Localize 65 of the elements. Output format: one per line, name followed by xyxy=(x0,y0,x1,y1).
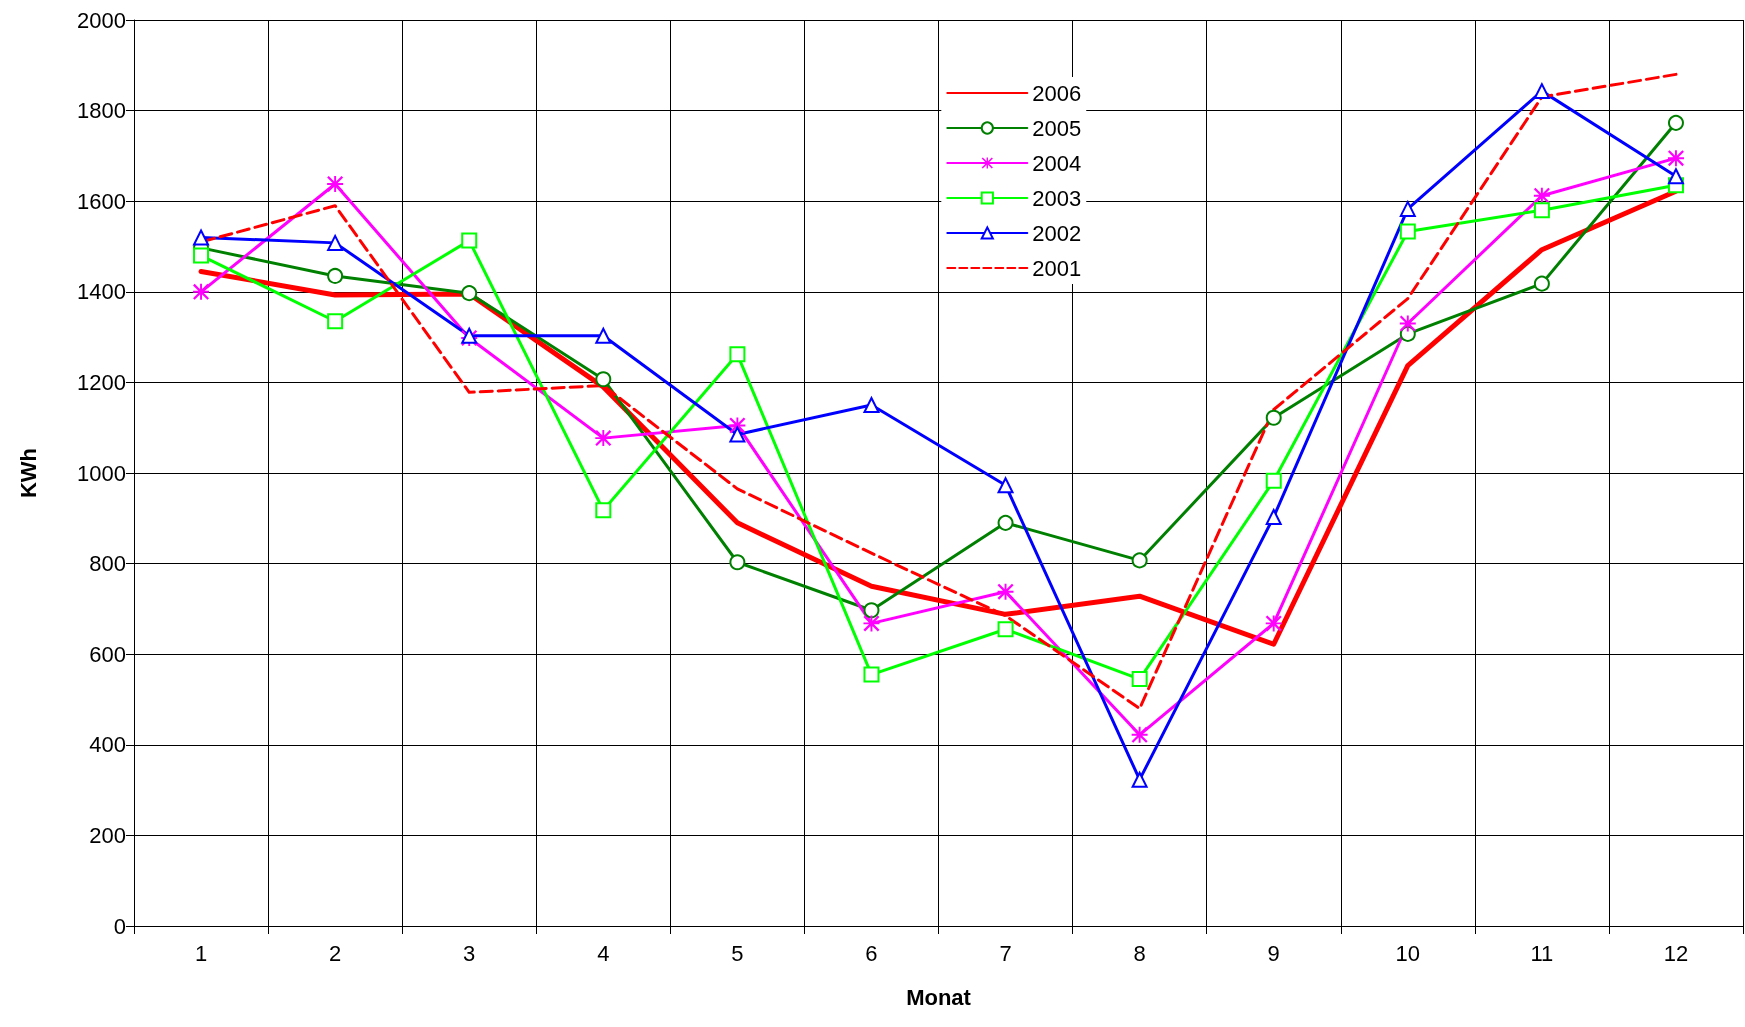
y-tick-label: 1400 xyxy=(77,279,126,305)
y-tick-label: 1800 xyxy=(77,98,126,124)
y-axis-title: KWh xyxy=(15,447,41,499)
point xyxy=(327,234,344,251)
x-tick-label: 9 xyxy=(1267,940,1280,966)
point xyxy=(863,666,880,683)
point xyxy=(997,514,1014,531)
x-tick-label: 3 xyxy=(463,940,476,966)
legend-label: 2003 xyxy=(1032,185,1082,211)
x-tick-label: 6 xyxy=(865,940,878,966)
y-tick-label: 200 xyxy=(89,822,126,848)
point xyxy=(327,313,344,330)
y-tick-label: 400 xyxy=(89,732,126,758)
point xyxy=(1399,223,1416,240)
y-tick-label: 0 xyxy=(113,913,126,939)
x-axis-title: Monat xyxy=(906,984,972,1010)
point xyxy=(1667,114,1684,131)
y-tick-label: 2000 xyxy=(77,7,126,33)
x-tick-label: 1 xyxy=(194,940,208,966)
point xyxy=(1131,726,1148,743)
point xyxy=(1667,168,1684,185)
x-tick-label: 11 xyxy=(1530,940,1554,966)
legend-label: 2002 xyxy=(1032,220,1082,246)
point xyxy=(595,327,612,344)
point xyxy=(461,285,478,302)
y-tick-label: 1600 xyxy=(77,188,126,214)
x-tick-label: 2 xyxy=(329,940,342,966)
point xyxy=(193,247,210,264)
x-tick-label: 12 xyxy=(1663,940,1689,966)
point xyxy=(461,232,478,249)
point xyxy=(193,229,210,246)
x-tick-label: 7 xyxy=(999,940,1012,966)
point xyxy=(1533,83,1550,100)
y-tick-label: 800 xyxy=(89,551,126,577)
point xyxy=(863,397,880,414)
point xyxy=(1265,409,1282,426)
x-tick-label: 8 xyxy=(1133,940,1146,966)
point xyxy=(1533,275,1550,292)
x-tick-label: 10 xyxy=(1395,940,1421,966)
point xyxy=(1399,200,1416,217)
legend-label: 2004 xyxy=(1032,150,1082,176)
point xyxy=(1131,552,1148,569)
point xyxy=(595,430,612,447)
point xyxy=(1533,202,1550,219)
legend-label: 2005 xyxy=(1032,115,1082,141)
y-tick-label: 1000 xyxy=(77,460,126,486)
point xyxy=(1265,472,1282,489)
point xyxy=(595,502,612,519)
point xyxy=(729,426,746,443)
x-tick-label: 4 xyxy=(597,940,610,966)
point xyxy=(1131,771,1148,788)
point xyxy=(863,602,880,619)
point xyxy=(1131,671,1148,688)
x-tick-label: 5 xyxy=(731,940,744,966)
point xyxy=(997,477,1014,494)
y-tick-label: 600 xyxy=(89,641,126,667)
point xyxy=(997,621,1014,638)
y-tick-label: 1200 xyxy=(77,369,126,395)
point xyxy=(327,267,344,284)
point xyxy=(1265,508,1282,525)
legend-label: 2001 xyxy=(1032,255,1082,281)
legend-label: 2006 xyxy=(1032,80,1082,106)
point xyxy=(729,346,746,363)
point xyxy=(595,371,612,388)
point xyxy=(729,554,746,571)
